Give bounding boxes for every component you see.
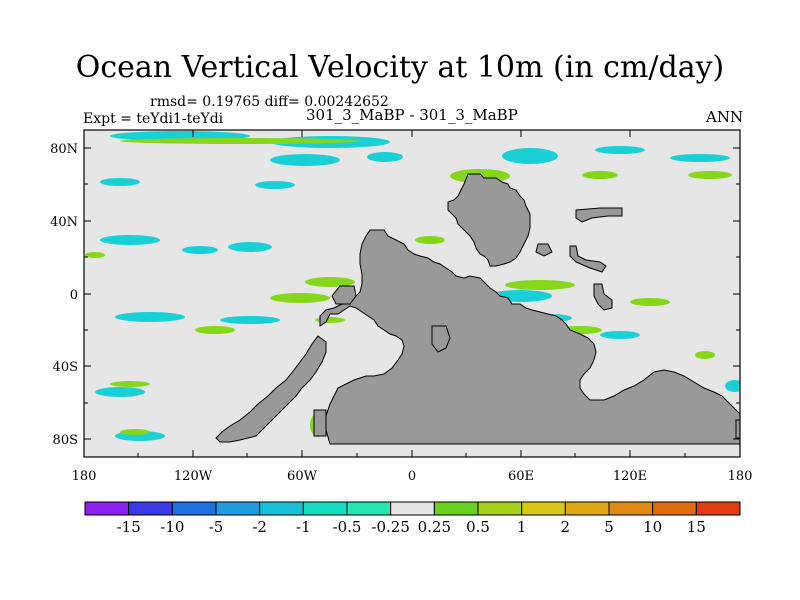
colorbar-swatch [128,501,173,516]
colorbar-swatch [608,501,654,516]
colorbar-swatch [215,501,261,516]
cyan-patch [228,242,272,252]
cyan-patch [367,152,403,162]
longitude-axis [137,130,686,457]
stats-label: rmsd= 0.19765 diff= 0.00242652 [150,94,389,110]
season-label: ANN [706,108,744,126]
land-northern-continent [447,173,531,267]
lat-tick-label: 80N [50,142,78,157]
green-patch [270,293,330,303]
lon-tick-label: 180 [728,469,753,484]
colorbar-label: 5 [604,518,614,536]
colorbar-swatch [477,501,523,516]
cyan-patch [115,312,185,322]
colorbar-swatch [695,501,741,516]
land-island [575,207,623,223]
land-island [569,245,607,273]
cyan-patch [502,148,558,164]
colorbar-swatch [84,501,130,516]
green-patch [85,252,105,258]
case-label: 301_3_MaBP - 301_3_MaBP [306,106,518,124]
land-main-supercontinent [319,229,741,445]
colorbar-label: -5 [209,518,224,536]
colorbar-label: 1 [517,518,527,536]
lon-tick-label: 60W [287,469,318,484]
lon-tick-label: 60E [508,469,534,484]
lon-tick-label: 120W [174,469,213,484]
cyan-patch [220,316,280,324]
colorbar-label: -0.5 [333,518,362,536]
colorbar-swatch [564,501,610,516]
colorbar-swatch [302,501,348,516]
land-island [331,285,357,305]
landmass-group [215,173,741,445]
land-island [313,409,327,437]
latitude-axis [84,147,740,440]
colorbar-label: 2 [561,518,571,536]
green-patch [630,298,670,306]
colorbar-swatch [652,501,697,516]
green-patch [582,171,618,179]
colorbar-label: -0.25 [371,518,409,536]
green-patch [695,351,715,359]
colorbar-swatch [521,501,566,516]
colorbar-swatch [390,501,435,516]
green-patch [110,381,150,387]
colorbar [84,501,741,516]
cyan-patch [600,331,640,339]
colorbar-label: 0.5 [466,518,490,536]
colorbar-swatch [433,501,479,516]
land-island [535,243,553,257]
green-patch [505,280,575,290]
land-southern-peninsula [215,335,327,443]
lat-tick-label: 80S [53,433,78,448]
lat-tick-label: 40N [50,215,78,230]
land-island [593,283,613,311]
lat-tick-label: 0 [70,288,78,303]
cyan-patch [725,380,740,392]
cyan-patch [100,178,140,186]
lon-tick-label: 180 [72,469,97,484]
colorbar-label: -15 [117,518,141,536]
land-island [431,325,451,353]
colorbar-label: 10 [643,518,662,536]
cyan-patch [670,154,730,162]
green-patch [195,326,235,334]
green-patch [688,171,732,179]
colorbar-swatch [171,501,217,516]
green-patch [415,236,445,244]
colorbar-label: 15 [687,518,706,536]
green-patch [305,277,355,287]
green-patch [120,429,150,435]
colorbar-label: -10 [160,518,184,536]
lon-tick-label: 0 [408,469,416,484]
cyan-patch [595,146,645,154]
cyan-patch [182,246,218,254]
colorbar-label: -1 [296,518,311,536]
cyan-patch [100,235,160,245]
lat-tick-label: 40S [53,360,78,375]
cyan-patch [255,181,295,189]
colorbar-label: -2 [252,518,267,536]
plot-title: Ocean Vertical Velocity at 10m (in cm/da… [75,50,725,85]
colorbar-swatch [259,501,304,516]
lon-tick-label: 120E [613,469,647,484]
cyan-patch [95,387,145,397]
colorbar-swatch [346,501,392,516]
colorbar-label: 0.25 [418,518,451,536]
experiment-label: Expt = teYdi1-teYdi [83,111,224,127]
green-patch [120,138,360,144]
cyan-patch [270,154,340,166]
colorbar-labels: -15 -10 -5 -2 -1 -0.5 -0.25 0.25 0.5 1 2 5 10 15 [117,518,706,536]
